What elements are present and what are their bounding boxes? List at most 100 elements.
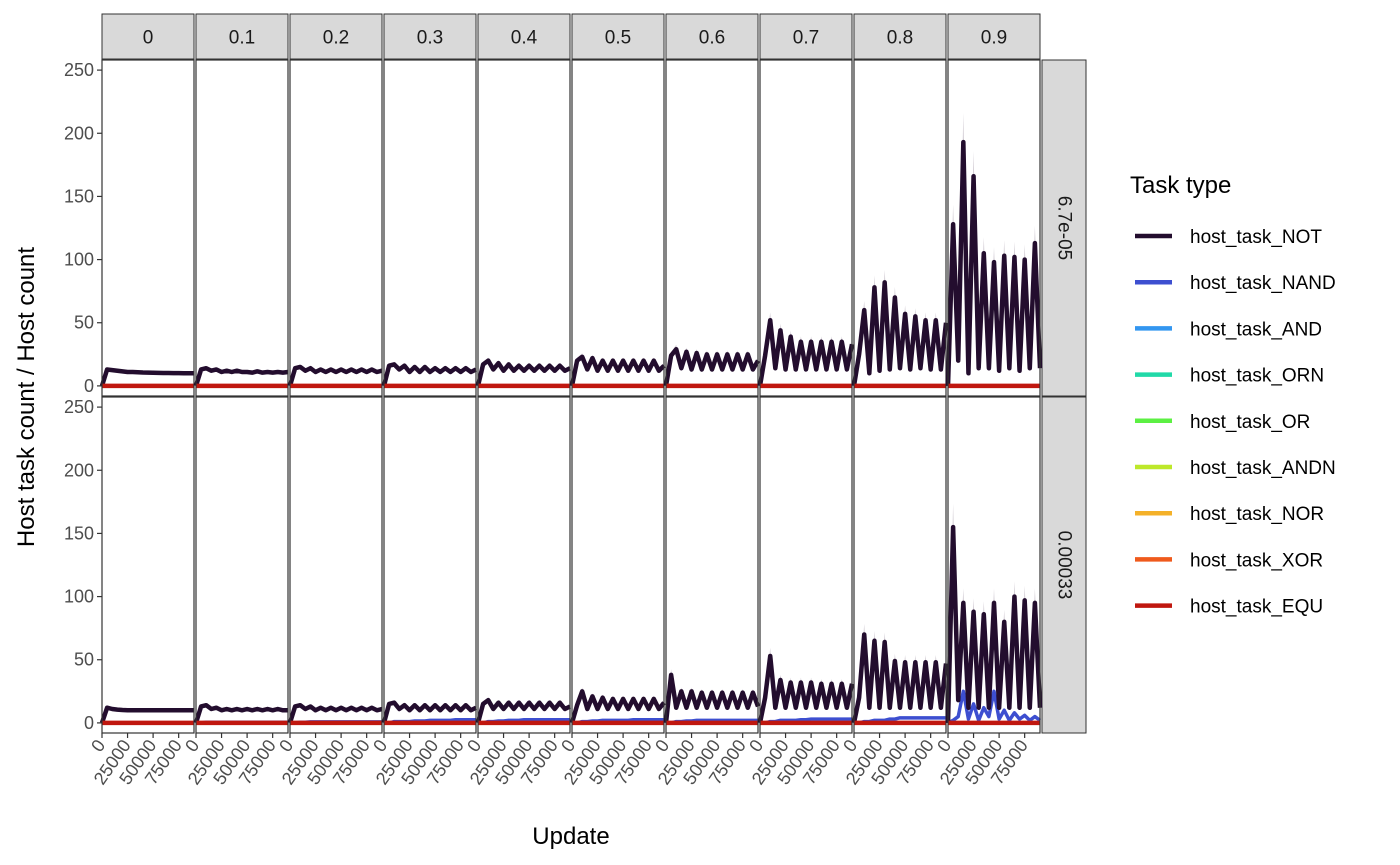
strip-col-label: 0 (143, 28, 154, 49)
series-line-host_task_NOT (851, 280, 949, 387)
panel-background (384, 397, 476, 733)
panel-background (478, 397, 570, 733)
panel-0 (99, 59, 195, 397)
panel-border (571, 396, 665, 734)
strip-col-label: 0.2 (323, 28, 349, 49)
legend-label: host_task_ANDN (1190, 458, 1336, 479)
series-line-host_task_NOT (945, 139, 1043, 386)
legend: Task type host_task_NOT host_task_NANDhos… (1130, 172, 1336, 618)
strip-col-label: 0.5 (605, 28, 631, 49)
panel-16 (663, 396, 761, 734)
strip-col-label: 0.9 (981, 28, 1007, 49)
panel-19 (945, 396, 1043, 734)
y-tick-label: 50 (74, 650, 94, 670)
panel-background (948, 397, 1040, 733)
x-axes: 0250005000075000025000500007500002500050… (87, 733, 1032, 788)
panel-12 (287, 396, 383, 734)
panel-background (384, 60, 476, 396)
panel-9 (945, 59, 1043, 397)
strip-col-7 (759, 13, 853, 60)
series-line-host_task_NOT (381, 362, 477, 387)
strip-row-label: 0.00033 (1054, 531, 1075, 600)
panel-border (383, 59, 477, 397)
legend-title: Task type (1130, 172, 1231, 199)
legend-label: host_task_OR (1190, 412, 1310, 433)
panel-border (477, 59, 571, 397)
series-line-host_task_NOT (475, 358, 571, 387)
panel-border (665, 396, 759, 734)
series-line-host_task_NOT (287, 364, 383, 387)
row-strips: 6.7e-05 0.00033 (1041, 59, 1087, 734)
y-tick-label: 250 (64, 397, 94, 417)
panel-5 (569, 59, 666, 397)
legend-label: host_task_NOT (1190, 227, 1322, 248)
panel-border (853, 396, 947, 734)
panel-3 (381, 59, 477, 397)
panel-border (101, 396, 195, 734)
legend-label: host_task_XOR (1190, 550, 1323, 571)
strip-col-2 (289, 13, 383, 60)
series-line-host_task_NOT (193, 702, 288, 724)
strip-row-0 (1041, 59, 1087, 397)
series-line-host_task_NOT (757, 317, 855, 387)
panel-10 (99, 396, 195, 734)
panel-border (759, 396, 853, 734)
strip-row-1 (1041, 396, 1087, 734)
panel-background (572, 60, 664, 396)
panel-background (102, 60, 194, 396)
series-line-host_task_NOT (99, 367, 194, 387)
series-line-host_task_NOT (851, 632, 949, 724)
panel-border (571, 59, 665, 397)
series-line-host_task_NOT (475, 697, 571, 724)
legend-label: host_task_EQU (1190, 597, 1323, 618)
strip-col-8 (853, 13, 947, 60)
panel-border (665, 59, 759, 397)
series-line-host_task_NOT (569, 354, 666, 387)
y-tick-label: 200 (64, 123, 94, 143)
panel-border (289, 59, 383, 397)
legend-label: host_task_NAND (1190, 273, 1336, 294)
panel-background (760, 397, 852, 733)
strip-col-0 (101, 13, 195, 60)
panel-background (290, 60, 382, 396)
panel-border (947, 396, 1041, 734)
strip-col-1 (195, 13, 289, 60)
panel-border (195, 59, 289, 397)
strip-col-label: 0.6 (699, 28, 725, 49)
panel-6 (663, 59, 760, 397)
panel-border (289, 396, 383, 734)
panel-17 (757, 396, 855, 734)
panel-background (196, 60, 288, 396)
panel-border (759, 59, 853, 397)
panel-border (101, 59, 195, 397)
panel-border (477, 396, 571, 734)
y-tick-label: 150 (64, 523, 94, 543)
series-line-host_task_NOT (193, 365, 289, 387)
x-axis-title: Update (532, 823, 609, 850)
legend-label: host_task_ORN (1190, 366, 1324, 387)
panel-background (102, 397, 194, 733)
panel-background (666, 60, 758, 396)
strip-col-label: 0.8 (887, 28, 913, 49)
strip-col-label: 0.7 (793, 28, 819, 49)
panel-background (290, 397, 382, 733)
panel-13 (381, 396, 477, 734)
y-tick-label: 200 (64, 460, 94, 480)
y-tick-label: 150 (64, 186, 94, 206)
y-tick-label: 0 (84, 376, 94, 396)
panel-border (195, 396, 289, 734)
y-tick-label: 0 (84, 713, 94, 733)
series-line-host_task_NOT (945, 524, 1043, 723)
strip-row-label: 6.7e-05 (1054, 196, 1075, 260)
series-line-host_task_NAND (947, 689, 1042, 725)
panel-background (196, 397, 288, 733)
strip-col-label: 0.1 (229, 28, 255, 49)
y-tick-label: 250 (64, 60, 94, 80)
panel-border (853, 59, 947, 397)
facet-panels (99, 59, 1043, 734)
panel-15 (569, 396, 666, 734)
series-line-host_task_NOT (99, 705, 194, 724)
panel-11 (193, 396, 289, 734)
series-line-host_task_NOT (663, 672, 761, 724)
